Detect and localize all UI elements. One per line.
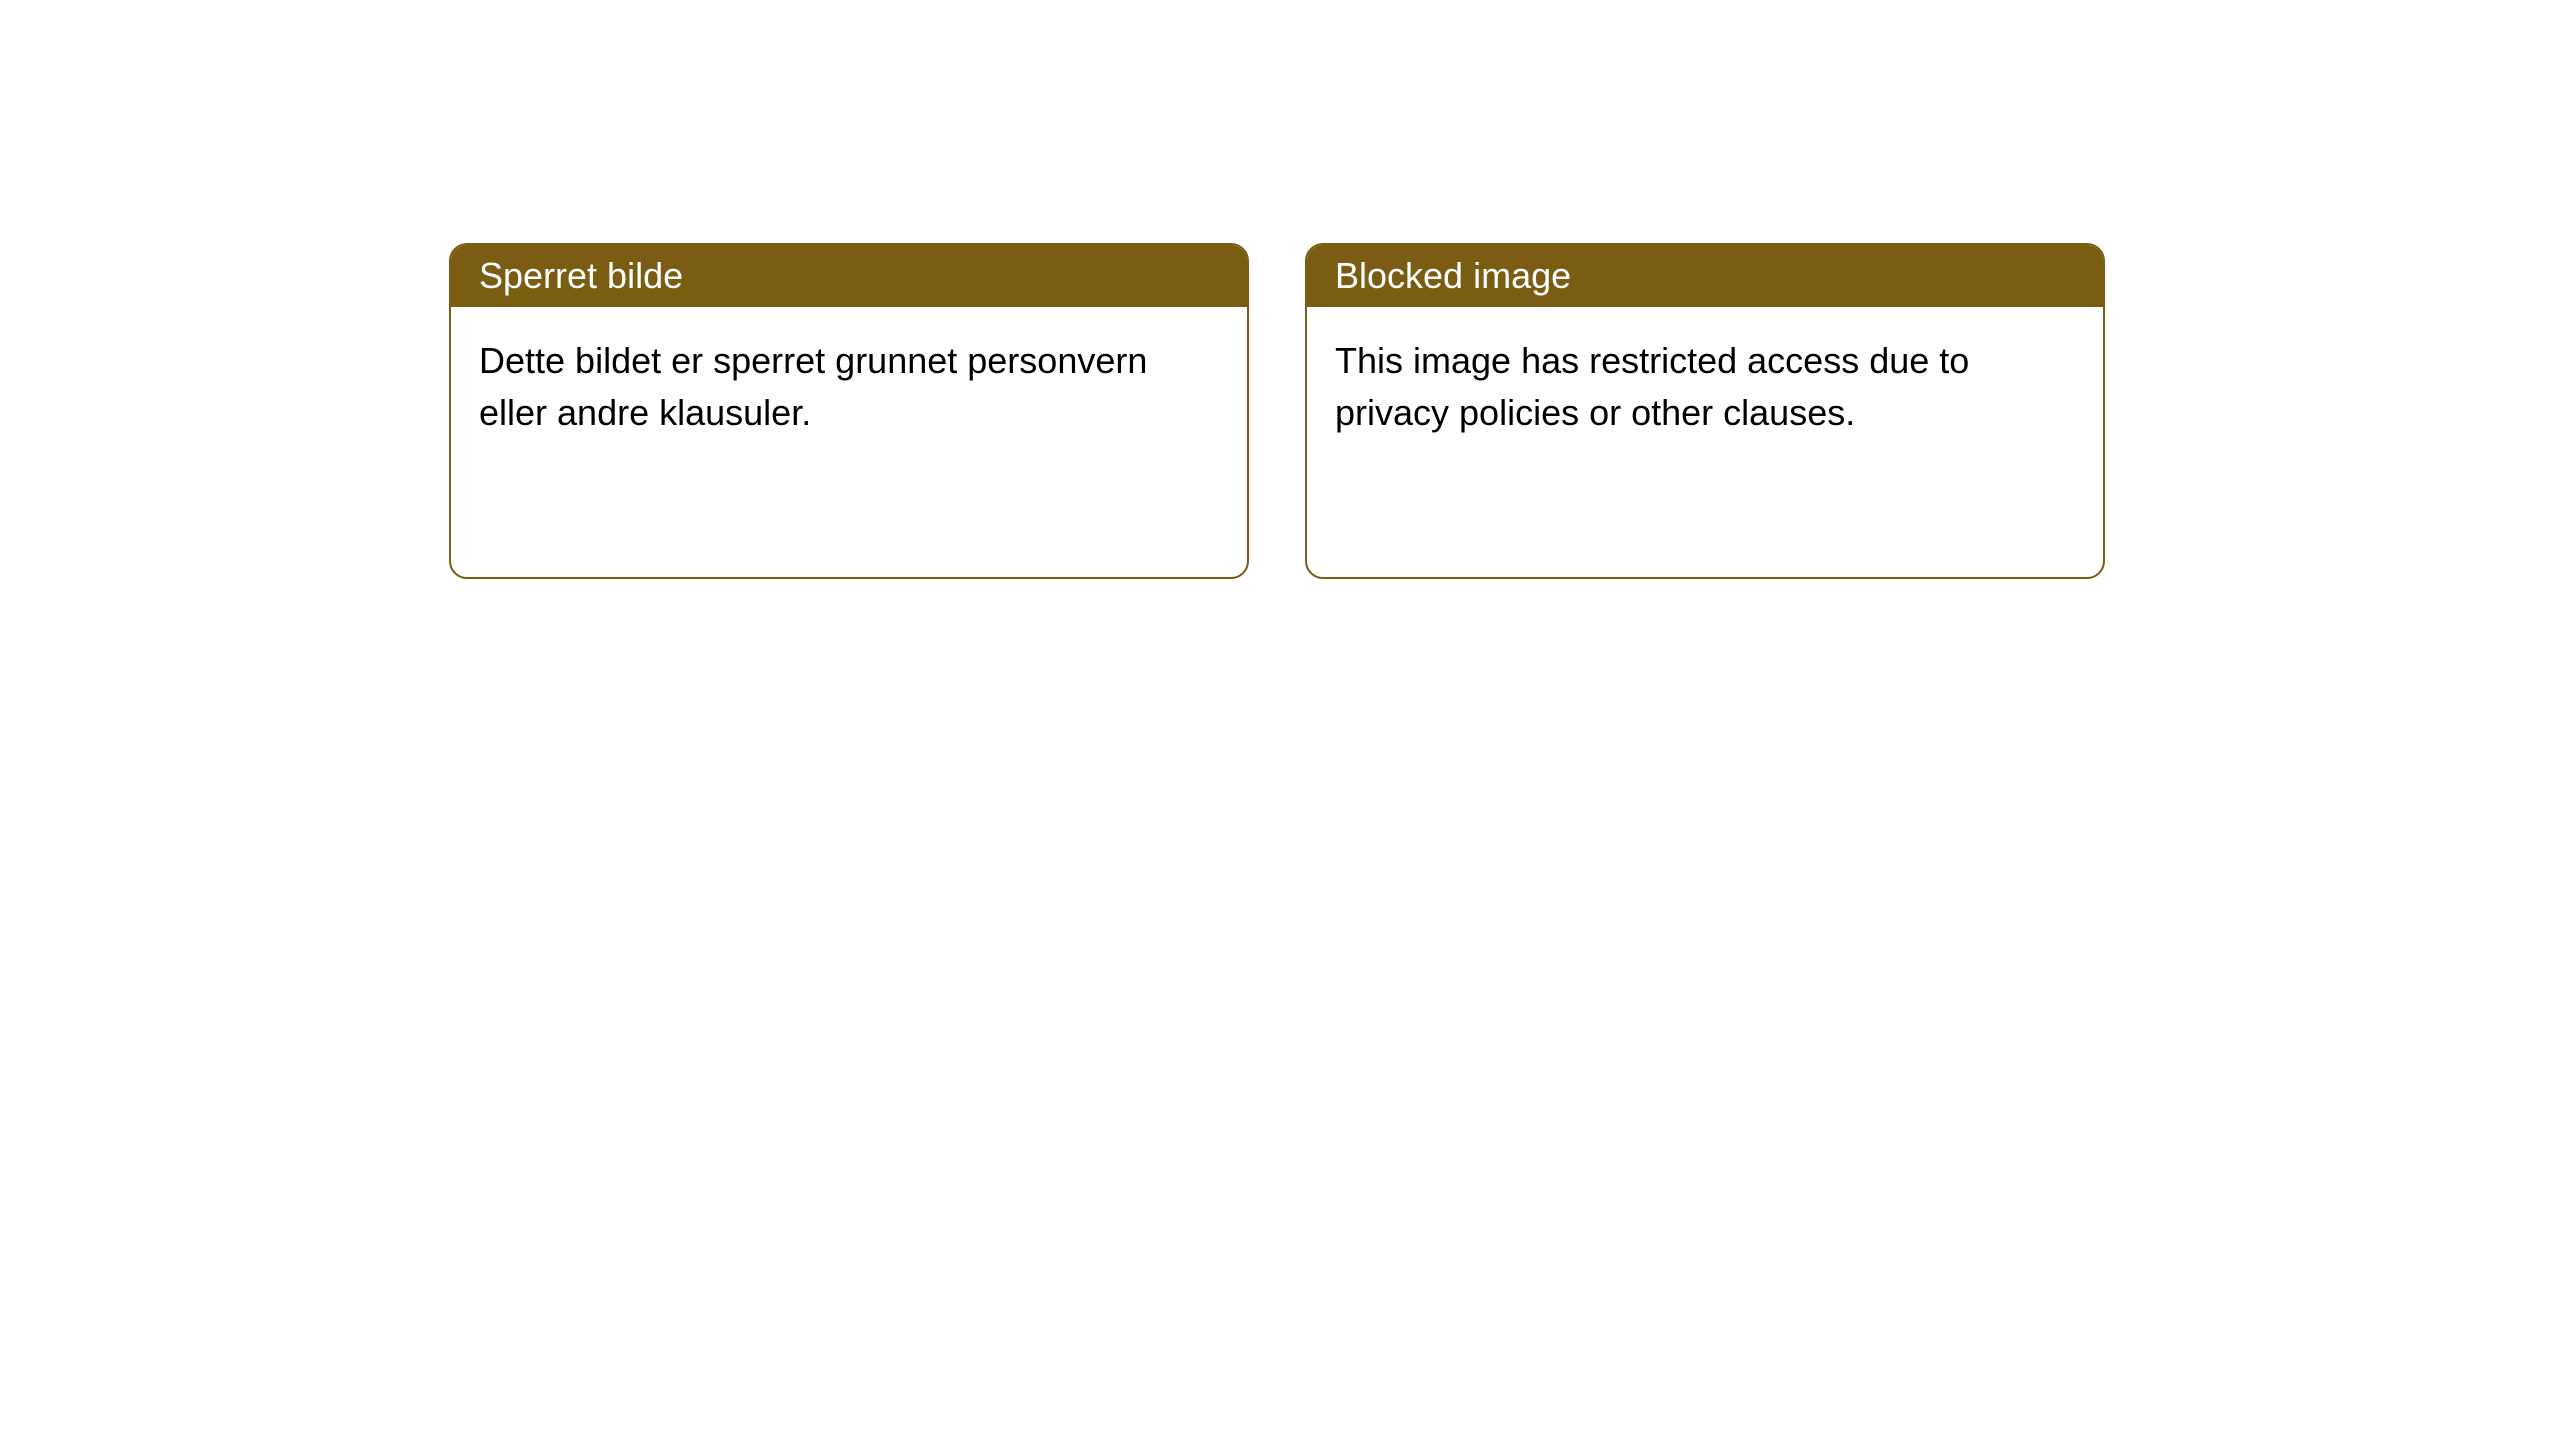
card-title-en: Blocked image (1307, 245, 2103, 307)
card-title-no: Sperret bilde (451, 245, 1247, 307)
card-message-no: Dette bildet er sperret grunnet personve… (451, 307, 1247, 467)
card-message-en: This image has restricted access due to … (1307, 307, 2103, 467)
blocked-image-cards: Sperret bilde Dette bildet er sperret gr… (449, 243, 2105, 579)
blocked-image-card-no: Sperret bilde Dette bildet er sperret gr… (449, 243, 1249, 579)
blocked-image-card-en: Blocked image This image has restricted … (1305, 243, 2105, 579)
